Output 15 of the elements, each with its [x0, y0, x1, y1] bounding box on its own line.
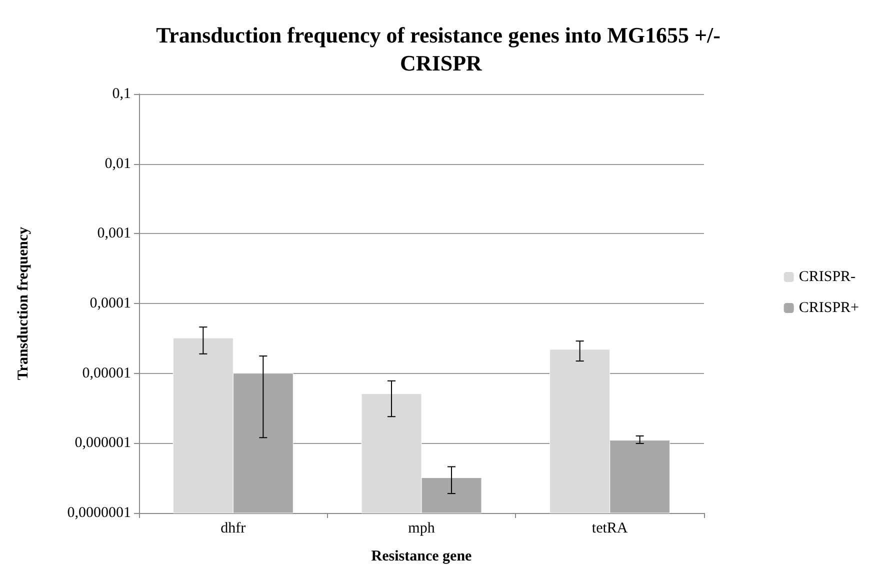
y-tick-label: 0,01 — [104, 156, 131, 172]
chart-title: Transduction frequency of resistance genes into MG1655 +/- CRISPR — [156, 22, 726, 76]
x-axis-title: Resistance gene — [371, 548, 472, 564]
y-tick-label: 0,0000001 — [67, 505, 131, 521]
x-tick-label: tetRA — [592, 520, 628, 536]
legend-label: CRISPR- — [798, 269, 856, 285]
x-tick-label: dhfr — [220, 520, 246, 536]
y-tick-label: 0,001 — [97, 226, 131, 242]
y-tick-label: 0,00001 — [82, 365, 131, 382]
y-tick-label: 0,000001 — [74, 435, 131, 452]
y-axis-title: Transduction frequency — [16, 226, 32, 380]
y-tick-label: 0,1 — [112, 86, 131, 102]
y-tick-label: 0,0001 — [90, 296, 131, 312]
legend-label: CRISPR+ — [798, 300, 859, 316]
x-tick-label: mph — [408, 520, 436, 536]
